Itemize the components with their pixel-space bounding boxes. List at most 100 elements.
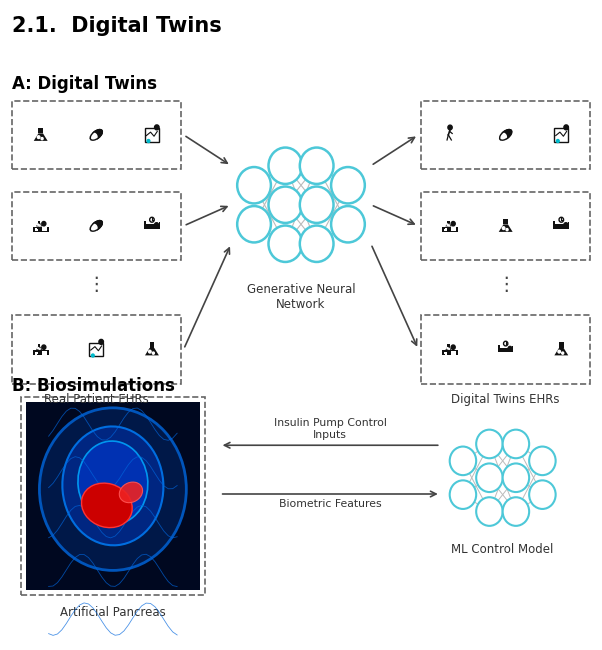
Circle shape [448, 225, 450, 226]
Bar [33, 350, 49, 356]
Bar [38, 344, 40, 346]
Bar [421, 192, 590, 260]
Circle shape [268, 226, 302, 262]
Bar [447, 220, 450, 223]
Polygon shape [36, 223, 42, 226]
Bar [451, 350, 456, 355]
Circle shape [99, 339, 104, 344]
Circle shape [503, 463, 529, 492]
Circle shape [451, 222, 455, 226]
Polygon shape [498, 224, 513, 232]
Bar [421, 315, 590, 384]
Bar [144, 221, 146, 229]
Circle shape [92, 354, 95, 357]
Bar [554, 128, 568, 142]
Circle shape [237, 206, 271, 242]
Circle shape [451, 345, 455, 350]
Bar [444, 352, 447, 354]
Bar [33, 227, 49, 232]
Text: Insulin Pump Control
Inputs: Insulin Pump Control Inputs [274, 419, 386, 440]
Text: ⋮: ⋮ [496, 275, 515, 294]
Circle shape [331, 206, 365, 242]
Bar [150, 343, 154, 348]
Text: Generative Neural
Network: Generative Neural Network [247, 283, 355, 311]
Circle shape [559, 217, 563, 222]
Circle shape [558, 350, 560, 353]
Circle shape [562, 352, 563, 354]
Circle shape [42, 222, 46, 226]
Ellipse shape [63, 426, 163, 545]
Bar [442, 227, 458, 232]
Bar [421, 101, 590, 169]
Circle shape [450, 447, 476, 475]
Circle shape [448, 125, 452, 130]
Ellipse shape [90, 220, 102, 231]
Bar [444, 229, 447, 231]
Bar [36, 352, 37, 355]
Circle shape [268, 148, 302, 184]
Bar [42, 227, 46, 231]
Polygon shape [445, 346, 452, 350]
Circle shape [155, 223, 158, 227]
Circle shape [300, 226, 334, 262]
Circle shape [39, 348, 40, 349]
Circle shape [447, 224, 448, 226]
Circle shape [152, 352, 154, 354]
Bar [35, 229, 38, 231]
Circle shape [39, 225, 40, 226]
Text: Artificial Pancreas: Artificial Pancreas [60, 606, 166, 619]
Circle shape [529, 480, 556, 509]
Circle shape [448, 348, 450, 349]
Ellipse shape [81, 483, 132, 528]
Bar [42, 351, 46, 355]
Bar [35, 352, 38, 354]
Ellipse shape [90, 224, 97, 231]
Circle shape [155, 125, 159, 130]
Bar [500, 348, 514, 350]
Ellipse shape [90, 129, 102, 140]
Bar [12, 101, 181, 169]
Circle shape [476, 497, 503, 526]
Circle shape [476, 430, 503, 458]
Bar [553, 226, 569, 229]
Circle shape [147, 140, 150, 142]
Bar [568, 222, 569, 229]
Polygon shape [145, 348, 159, 356]
Bar [512, 346, 514, 352]
Bar [145, 128, 159, 142]
Circle shape [476, 463, 503, 492]
Circle shape [529, 447, 556, 475]
Bar [553, 221, 555, 229]
Circle shape [150, 217, 154, 222]
Bar [445, 352, 447, 355]
Bar [38, 220, 40, 223]
Circle shape [503, 341, 508, 346]
Circle shape [149, 350, 151, 353]
Circle shape [506, 229, 508, 231]
Circle shape [300, 187, 334, 223]
Circle shape [300, 148, 334, 184]
Ellipse shape [78, 441, 148, 524]
Bar [498, 344, 500, 352]
Bar [452, 351, 456, 355]
Circle shape [268, 187, 302, 223]
Circle shape [564, 125, 568, 130]
Circle shape [503, 497, 529, 526]
Circle shape [41, 138, 43, 140]
Text: Digital Twins EHRs: Digital Twins EHRs [452, 393, 560, 406]
Bar [503, 219, 508, 224]
Circle shape [331, 167, 365, 203]
Text: Biometric Features: Biometric Features [279, 499, 382, 509]
Circle shape [502, 227, 505, 229]
Circle shape [556, 140, 559, 142]
Bar [12, 192, 181, 260]
Bar [12, 315, 181, 384]
Text: ML Control Model: ML Control Model [452, 543, 554, 556]
Bar [21, 396, 205, 595]
Bar [559, 343, 563, 348]
Polygon shape [445, 223, 452, 226]
Circle shape [447, 348, 448, 349]
Bar [442, 350, 458, 356]
Polygon shape [34, 133, 48, 141]
Bar [36, 228, 37, 231]
